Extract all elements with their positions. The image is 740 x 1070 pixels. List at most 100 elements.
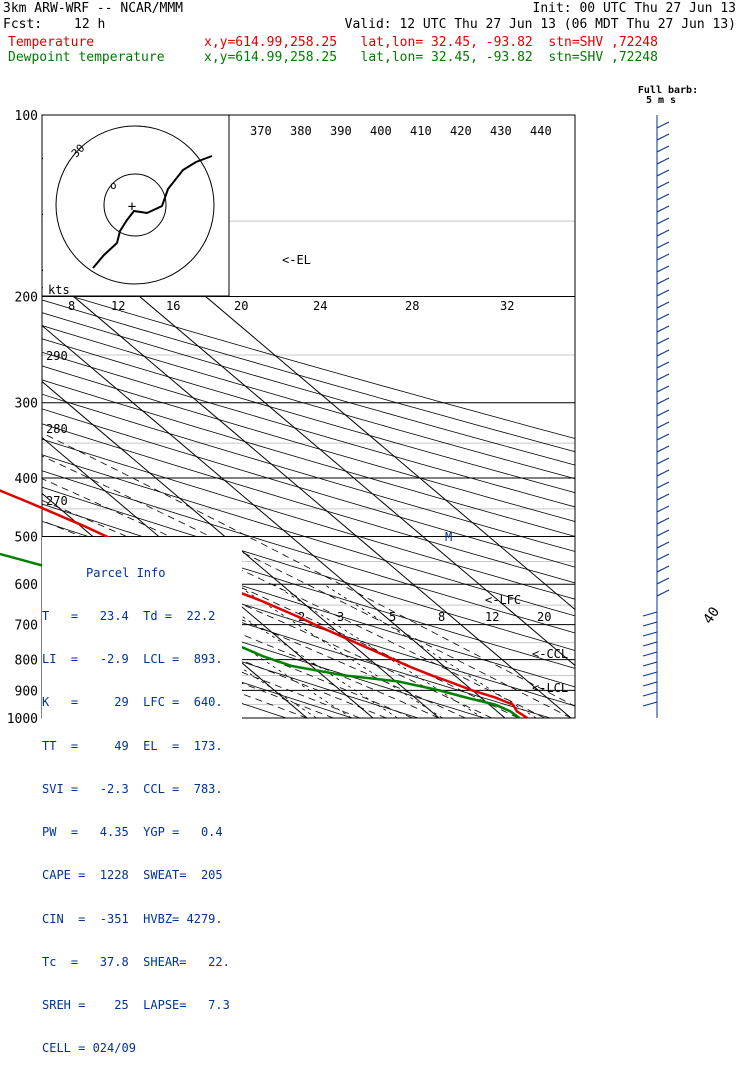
theta-label: 390 <box>330 124 352 138</box>
wind-barb <box>656 289 670 297</box>
hodograph-units: kts <box>48 283 70 297</box>
wind-barb <box>656 493 670 501</box>
wind-barb <box>656 277 670 285</box>
wind-barb <box>656 385 670 393</box>
hodograph-trace <box>92 155 213 269</box>
plot-frame <box>41 114 576 719</box>
parcel-row: CIN = -351 HVBZ= 4279. <box>42 911 223 926</box>
pressure-label: 600 <box>15 578 38 593</box>
dry-adiabat <box>42 325 575 480</box>
isotherm-line <box>42 436 374 718</box>
dry-adiabat <box>42 299 575 453</box>
dry-adiabat <box>42 351 575 508</box>
wind-barb <box>656 577 670 585</box>
wind-barb <box>656 169 670 177</box>
wind-barb <box>656 349 670 357</box>
wind-barb <box>656 193 670 201</box>
dry-adiabat <box>42 470 575 634</box>
dry-adiabat <box>42 575 486 718</box>
hodograph-tick-label: 28 <box>405 299 419 313</box>
moist-adiabat <box>42 585 387 718</box>
parcel-row: TT = 49 EL = 173. <box>42 738 223 753</box>
wind-barb <box>656 205 670 213</box>
theta-label: 400 <box>370 124 392 138</box>
hodograph-ring <box>55 125 215 285</box>
mixing-ratio-label: 3 <box>337 610 344 624</box>
wind-barb <box>656 553 670 561</box>
pressure-label: 800 <box>15 654 38 669</box>
wind-barb <box>642 651 658 657</box>
valid-time: Valid: 12 UTC Thu 27 Jun 13 (06 MDT Thu … <box>344 17 736 32</box>
isotherm-line <box>42 380 440 718</box>
m-marker: M <box>445 530 452 544</box>
hodograph-storm-mark: o <box>110 179 117 192</box>
dry-adiabat <box>42 594 420 718</box>
wind-barb <box>656 481 670 489</box>
init-time: Init: 00 UTC Thu 27 Jun 13 <box>532 1 737 16</box>
wind-barb <box>656 409 670 417</box>
wind-barb <box>656 445 670 453</box>
wind-barb <box>656 157 670 165</box>
parcel-row: LI = -2.9 LCL = 893. <box>42 652 223 667</box>
wind-barb <box>656 469 670 477</box>
wind-barb <box>656 337 670 345</box>
wind-barb <box>656 217 670 225</box>
wind-barb <box>656 133 670 141</box>
dry-adiabat <box>42 312 575 466</box>
dry-adiabat <box>42 338 575 494</box>
hodograph-tick-label: 8 <box>68 299 75 313</box>
isotherm-line <box>42 324 506 718</box>
wind-barb <box>656 313 670 321</box>
temperature-legend: Temperature <box>8 35 95 50</box>
wind-barb <box>656 457 670 465</box>
mixing-ratio-label: 5 <box>389 610 396 624</box>
wind-barb <box>642 621 658 627</box>
wind-barb <box>656 373 670 381</box>
parcel-info-title: Parcel Info <box>86 565 166 580</box>
wind-barb <box>656 325 670 333</box>
model-title: 3km ARW-WRF -- NCAR/MMM <box>3 1 184 16</box>
theta-label: 410 <box>410 124 432 138</box>
parcel-row: T = 23.4 Td = 22.2 <box>42 609 216 624</box>
pressure-label: 500 <box>15 530 38 545</box>
wind-barb <box>656 589 670 597</box>
wind-barb <box>656 145 670 153</box>
dry-adiabat <box>42 287 575 439</box>
wind-barb <box>642 691 658 697</box>
pressure-label: 300 <box>15 397 38 412</box>
dewpoint-legend: Dewpoint temperature <box>8 50 165 65</box>
wind-barb <box>656 301 670 309</box>
theta-label: 280 <box>46 422 68 436</box>
wind-barb <box>656 541 670 549</box>
parcel-info-box: Parcel Info T = 23.4 Td = 22.2 LI = -2.9… <box>42 537 242 1055</box>
pressure-label: 100 <box>15 109 38 124</box>
hodograph-ring <box>103 173 167 237</box>
hodograph-center: + <box>128 199 136 215</box>
theta-label: 290 <box>46 349 68 363</box>
dewpoint-location: x,y=614.99,258.25 lat,lon= 32.45, -93.82… <box>204 50 658 65</box>
dry-adiabat <box>42 423 575 584</box>
mixing-ratio-label: 8 <box>438 610 445 624</box>
pressure-label: 1000 <box>7 712 38 727</box>
theta-label: 370 <box>250 124 272 138</box>
wind-barb <box>656 241 670 249</box>
pressure-label: 400 <box>15 472 38 487</box>
wind-barb <box>656 397 670 405</box>
lfc-marker: <-LFC <box>485 593 521 607</box>
hodograph-tick-label: 20 <box>234 299 248 313</box>
theta-label: 270 <box>46 494 68 508</box>
mixing-ratio-line <box>273 583 484 718</box>
dry-adiabat <box>42 438 575 600</box>
barb-legend-unit: 5 m s <box>646 95 676 106</box>
wind-barb <box>642 631 658 637</box>
dewpoint-profile <box>0 552 521 720</box>
el-marker: <-EL <box>282 253 311 267</box>
wind-barb <box>656 565 670 573</box>
wind-barb <box>642 701 658 707</box>
wind-barb <box>642 641 658 647</box>
theta-label: 380 <box>290 124 312 138</box>
fcst-label: Fcst: <box>3 17 43 32</box>
hodograph-tick-label: 24 <box>313 299 327 313</box>
isotherm-label: 40 <box>700 604 723 627</box>
wind-barb <box>642 661 658 667</box>
